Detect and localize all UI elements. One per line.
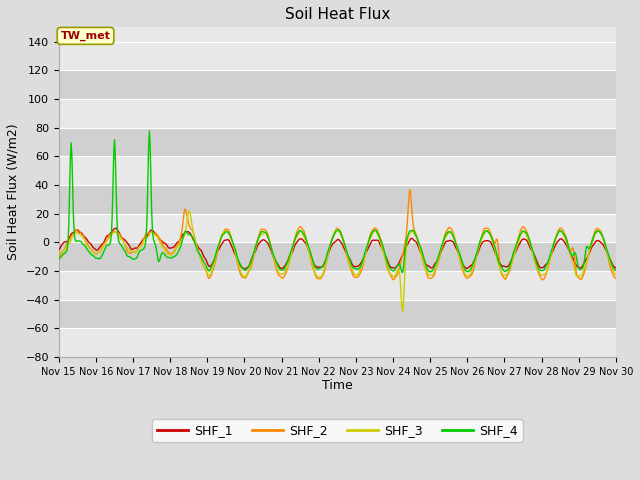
SHF_1: [55, 247, 63, 253]
Legend: SHF_1, SHF_2, SHF_3, SHF_4: SHF_1, SHF_2, SHF_3, SHF_4: [152, 419, 523, 442]
Bar: [59, 70, 616, 99]
Line: SHF_3: SHF_3: [59, 211, 616, 311]
SHF_2: [406, 187, 413, 192]
SHF_2: [208, 270, 216, 276]
SHF_1: [612, 265, 620, 271]
SHF_3: [612, 272, 620, 277]
SHF_4: [406, 228, 414, 234]
Bar: [59, 42, 616, 70]
SHF_4: [180, 233, 188, 239]
SHF_3: [55, 250, 63, 255]
SHF_2: [65, 238, 72, 244]
Line: SHF_4: SHF_4: [59, 131, 616, 273]
SHF_1: [65, 236, 72, 242]
Bar: [59, 99, 616, 128]
SHF_2: [122, 245, 130, 251]
SHF_3: [423, 268, 431, 274]
SHF_4: [423, 265, 431, 271]
SHF_3: [399, 308, 406, 314]
Title: Soil Heat Flux: Soil Heat Flux: [285, 7, 390, 22]
SHF_2: [55, 254, 63, 260]
SHF_3: [185, 208, 193, 214]
SHF_1: [241, 266, 248, 272]
SHF_4: [65, 221, 72, 227]
SHF_3: [122, 243, 130, 249]
Bar: [59, 242, 616, 271]
SHF_2: [612, 276, 620, 281]
SHF_3: [65, 240, 72, 246]
SHF_4: [398, 270, 406, 276]
SHF_2: [539, 277, 547, 283]
Line: SHF_2: SHF_2: [59, 190, 616, 280]
SHF_2: [422, 268, 430, 274]
Y-axis label: Soil Heat Flux (W/m2): Soil Heat Flux (W/m2): [7, 124, 20, 261]
SHF_1: [423, 262, 431, 268]
SHF_1: [406, 236, 414, 242]
SHF_1: [209, 260, 217, 265]
Bar: [59, 328, 616, 357]
Bar: [59, 300, 616, 328]
SHF_3: [209, 265, 217, 271]
Line: SHF_1: SHF_1: [59, 228, 616, 269]
Text: TW_met: TW_met: [61, 31, 111, 41]
SHF_1: [180, 231, 188, 237]
SHF_1: [111, 226, 119, 231]
SHF_3: [406, 229, 414, 235]
SHF_2: [405, 193, 413, 199]
Bar: [59, 214, 616, 242]
SHF_1: [123, 240, 131, 245]
Bar: [59, 185, 616, 214]
SHF_4: [612, 267, 620, 273]
Bar: [59, 271, 616, 300]
Bar: [59, 156, 616, 185]
SHF_4: [122, 251, 130, 257]
Bar: [59, 128, 616, 156]
SHF_4: [55, 256, 63, 262]
SHF_3: [179, 235, 186, 240]
SHF_2: [179, 221, 186, 227]
SHF_4: [145, 128, 153, 134]
SHF_4: [209, 260, 217, 266]
X-axis label: Time: Time: [322, 380, 353, 393]
